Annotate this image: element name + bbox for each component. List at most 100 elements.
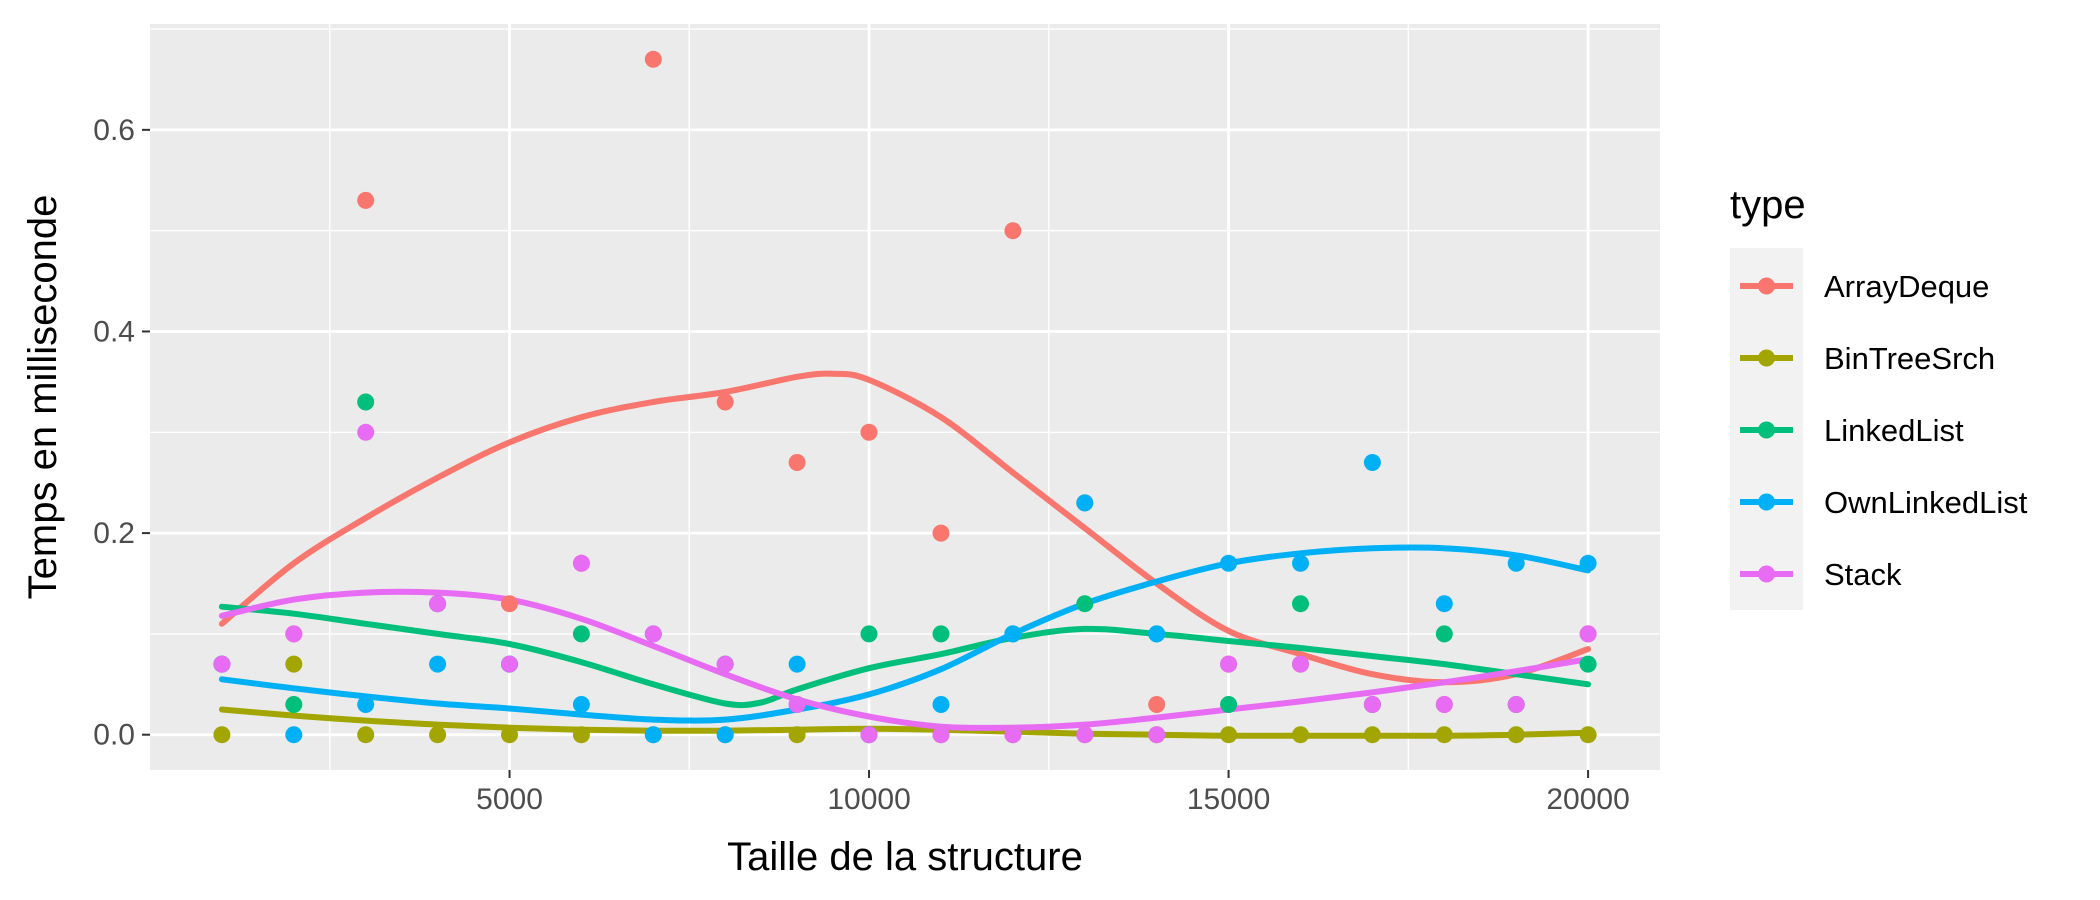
point-bintreesrch bbox=[1220, 726, 1238, 744]
point-ownlinkedlist bbox=[716, 726, 734, 744]
point-linkedlist bbox=[1579, 655, 1597, 673]
point-linkedlist bbox=[1220, 696, 1238, 713]
point-stack bbox=[1004, 726, 1022, 744]
smooth-line-stack bbox=[218, 588, 1592, 731]
point-stack bbox=[1292, 655, 1309, 673]
legend-label: Stack bbox=[1824, 557, 1902, 592]
y-tick-label: 0.0 bbox=[93, 719, 135, 752]
point-stack bbox=[1220, 655, 1238, 673]
point-bintreesrch bbox=[213, 726, 231, 744]
point-ownlinkedlist bbox=[644, 726, 662, 744]
point-bintreesrch bbox=[572, 726, 590, 744]
point-ownlinkedlist bbox=[1220, 554, 1238, 572]
point-linkedlist bbox=[1076, 595, 1094, 613]
point-stack bbox=[1507, 696, 1525, 713]
point-ownlinkedlist bbox=[1004, 625, 1022, 643]
legend-item-linkedlist: LinkedList bbox=[1740, 413, 1964, 448]
point-linkedlist bbox=[1435, 625, 1453, 643]
x-tick-label: 15000 bbox=[1187, 783, 1270, 816]
point-stack bbox=[213, 655, 231, 673]
point-bintreesrch bbox=[429, 726, 447, 744]
smooth-line-ownlinkedlist bbox=[218, 544, 1592, 724]
x-tick-label: 20000 bbox=[1546, 783, 1629, 816]
point-linkedlist bbox=[572, 625, 590, 643]
point-ownlinkedlist bbox=[1507, 554, 1525, 572]
point-stack bbox=[357, 423, 375, 441]
y-tick-label: 0.6 bbox=[93, 114, 135, 147]
point-ownlinkedlist bbox=[1363, 454, 1381, 471]
legend: type ArrayDeque BinTreeSrch LinkedList OwnL… bbox=[1730, 183, 2028, 610]
point-ownlinkedlist bbox=[357, 696, 375, 713]
point-stack bbox=[1363, 696, 1381, 713]
point-stack bbox=[1435, 696, 1453, 713]
point-bintreesrch bbox=[501, 726, 518, 744]
point-linkedlist bbox=[860, 625, 878, 643]
point-ownlinkedlist bbox=[285, 726, 303, 744]
point-bintreesrch bbox=[1363, 726, 1381, 744]
data-points bbox=[213, 50, 1597, 744]
point-bintreesrch bbox=[1292, 726, 1309, 744]
point-bintreesrch bbox=[1579, 726, 1597, 744]
point-stack bbox=[932, 726, 950, 744]
point-stack bbox=[1076, 726, 1094, 744]
point-bintreesrch bbox=[357, 726, 375, 744]
smooth-line-linkedlist bbox=[218, 603, 1592, 709]
point-ownlinkedlist bbox=[932, 696, 950, 713]
point-arraydeque bbox=[357, 191, 375, 209]
point-ownlinkedlist bbox=[572, 696, 590, 713]
point-arraydeque bbox=[1148, 696, 1166, 713]
y-tick-label: 0.4 bbox=[93, 315, 135, 348]
point-arraydeque bbox=[716, 393, 734, 411]
point-stack bbox=[1148, 726, 1166, 744]
y-tick-label: 0.2 bbox=[93, 517, 135, 550]
legend-key-point bbox=[1758, 565, 1775, 583]
point-linkedlist bbox=[932, 625, 950, 643]
point-stack bbox=[1579, 625, 1597, 643]
legend-item-stack: Stack bbox=[1740, 557, 1902, 592]
point-stack bbox=[860, 726, 878, 744]
legend-label: OwnLinkedList bbox=[1824, 485, 2028, 520]
point-ownlinkedlist bbox=[429, 655, 447, 673]
grid-major bbox=[150, 24, 1660, 770]
smooth-line-arraydeque bbox=[218, 370, 1592, 686]
legend-item-bintreesrch: BinTreeSrch bbox=[1740, 341, 1995, 376]
legend-title: type bbox=[1730, 183, 1806, 227]
point-arraydeque bbox=[501, 595, 518, 613]
point-stack bbox=[644, 625, 662, 643]
point-arraydeque bbox=[644, 50, 662, 68]
point-bintreesrch bbox=[788, 726, 806, 744]
x-axis-title: Taille de la structure bbox=[727, 835, 1083, 879]
point-ownlinkedlist bbox=[1292, 554, 1309, 572]
point-arraydeque bbox=[932, 524, 950, 542]
point-stack bbox=[788, 696, 806, 713]
point-ownlinkedlist bbox=[788, 655, 806, 673]
point-bintreesrch bbox=[285, 655, 303, 673]
point-stack bbox=[429, 595, 447, 613]
x-tick-label: 5000 bbox=[476, 783, 543, 816]
point-arraydeque bbox=[1004, 222, 1022, 240]
point-ownlinkedlist bbox=[1076, 494, 1094, 512]
legend-key-point bbox=[1758, 349, 1775, 367]
legend-key-point bbox=[1758, 277, 1775, 295]
point-linkedlist bbox=[285, 696, 303, 713]
x-tick-label: 10000 bbox=[827, 783, 910, 816]
point-ownlinkedlist bbox=[1435, 595, 1453, 613]
legend-key-point bbox=[1758, 493, 1775, 511]
point-bintreesrch bbox=[1507, 726, 1525, 744]
point-stack bbox=[716, 655, 734, 673]
point-stack bbox=[285, 625, 303, 643]
point-linkedlist bbox=[357, 393, 375, 411]
legend-key-point bbox=[1758, 421, 1775, 439]
point-stack bbox=[572, 554, 590, 572]
legend-item-ownlinkedlist: OwnLinkedList bbox=[1740, 485, 2028, 520]
legend-label: ArrayDeque bbox=[1824, 269, 1989, 304]
point-arraydeque bbox=[788, 454, 806, 471]
point-ownlinkedlist bbox=[1148, 625, 1166, 643]
smooth-lines bbox=[218, 370, 1592, 739]
legend-label: LinkedList bbox=[1824, 413, 1964, 448]
point-linkedlist bbox=[1292, 595, 1309, 613]
point-bintreesrch bbox=[1435, 726, 1453, 744]
axes: 5000 10000 15000 20000 0.0 0.2 0.4 0.6 bbox=[93, 114, 1630, 816]
legend-label: BinTreeSrch bbox=[1824, 341, 1995, 376]
